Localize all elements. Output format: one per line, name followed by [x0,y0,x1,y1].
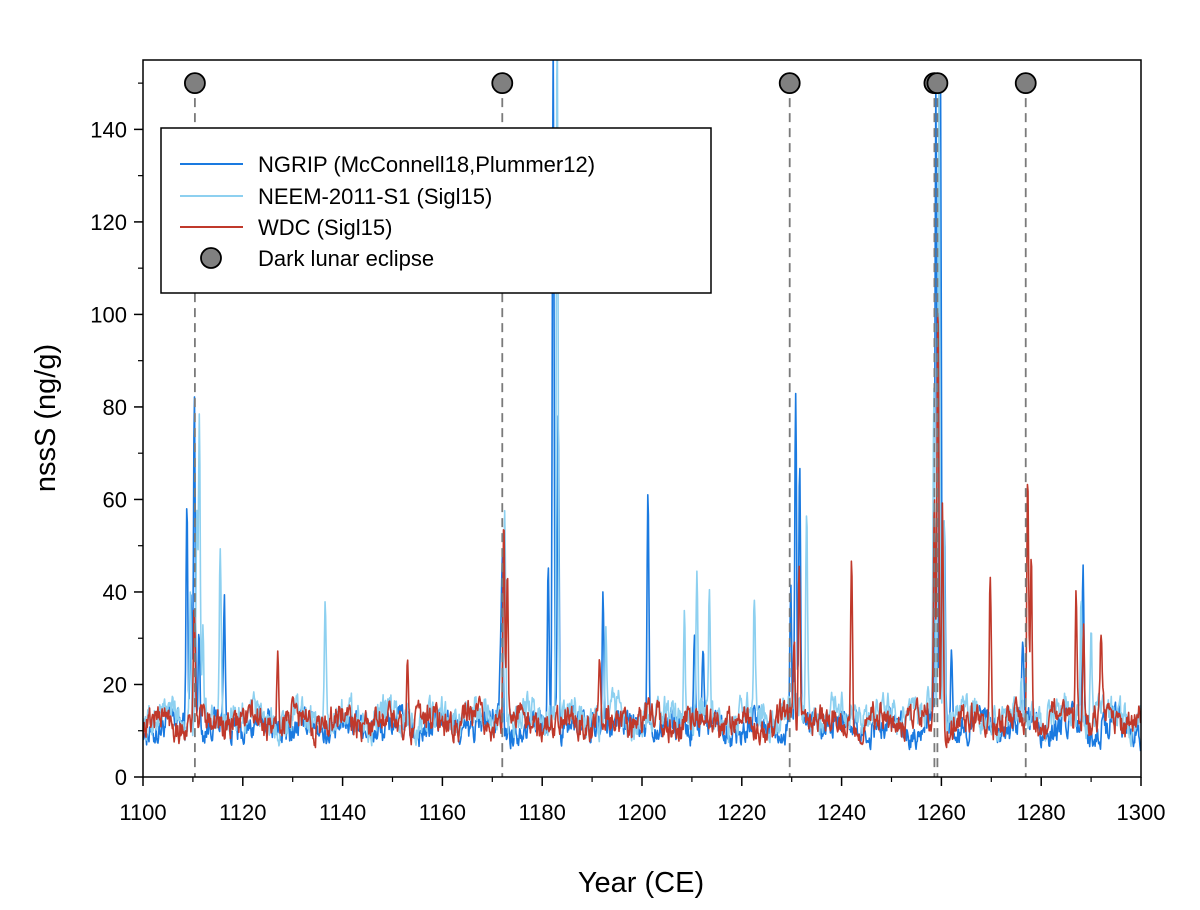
x-tick-label: 1100 [119,800,166,825]
y-tick-label: 60 [103,487,127,512]
y-tick-label: 20 [103,672,127,697]
x-tick-label: 1240 [817,800,866,825]
legend-label-neem: NEEM-2011-S1 (Sigl15) [258,184,492,209]
x-tick-label: 1140 [319,800,366,825]
x-tick-label: 1220 [717,800,766,825]
eclipse-marker [491,72,514,95]
y-axis: 0 20 40 60 80 100 120 140 [90,82,143,790]
x-axis-label: Year (CE) [578,867,704,899]
x-tick-label: 1280 [1017,800,1066,825]
eclipse-marker [183,72,206,95]
y-tick-label: 120 [90,210,127,235]
x-axis: 1100 1120 1140 1160 1180 1200 1220 1240 1260 1280… [119,777,1165,825]
x-tick-label: 1300 [1117,800,1166,825]
x-tick-label: 1200 [618,800,667,825]
eclipse-marker [778,72,801,95]
legend-label-ngrip: NGRIP (McConnell18,Plummer12) [258,152,595,177]
x-tick-label: 1260 [917,800,966,825]
legend-eclipse-marker [200,247,222,269]
series-line-2 [143,312,1141,749]
y-tick-label: 140 [90,117,127,142]
eclipse-layer [183,72,1037,777]
x-tick-label: 1160 [419,800,466,825]
x-tick-label: 1180 [519,800,566,825]
eclipse-marker [926,72,949,95]
x-tick-label: 1120 [219,800,266,825]
y-tick-label: 40 [103,580,127,605]
y-axis-label: nssS (ng/g) [30,344,62,492]
legend-label-wdc: WDC (Sigl15) [258,215,392,240]
legend-label-eclipse: Dark lunar eclipse [258,246,434,271]
y-tick-label: 0 [115,765,127,790]
eclipse-marker [1014,72,1037,95]
legend-box [160,127,712,294]
y-tick-label: 80 [103,395,127,420]
legend: NGRIP (McConnell18,Plummer12) NEEM-2011-… [160,127,712,294]
plot-area [143,60,1141,752]
y-tick-label: 100 [90,302,127,327]
